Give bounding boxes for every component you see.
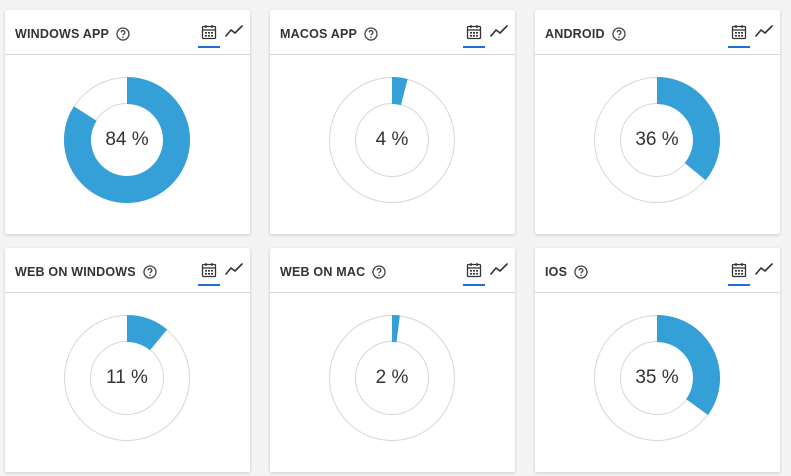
trend-line-icon xyxy=(755,262,773,281)
trend-view-button[interactable] xyxy=(753,24,775,44)
question-circle-icon[interactable] xyxy=(364,27,378,41)
active-tab-indicator xyxy=(198,46,220,48)
active-tab-indicator xyxy=(198,284,220,286)
question-circle-icon[interactable] xyxy=(372,265,386,279)
card-web-on-mac: WEB ON MAC 2 % xyxy=(270,248,515,472)
card-title: WEB ON WINDOWS xyxy=(15,265,157,279)
card-windows-app: WINDOWS APP 84 % xyxy=(5,10,250,234)
trend-line-icon xyxy=(225,24,243,43)
card-title-text: WEB ON MAC xyxy=(280,265,366,279)
trend-view-button[interactable] xyxy=(223,262,245,282)
donut-value-arc xyxy=(657,77,720,181)
percent-value: 11 % xyxy=(106,367,148,388)
calendar-view-button[interactable] xyxy=(728,262,750,286)
question-circle-icon[interactable] xyxy=(612,27,626,41)
card-android: ANDROID 36 % xyxy=(535,10,780,234)
card-title-text: WEB ON WINDOWS xyxy=(15,265,136,279)
card-header: WINDOWS APP xyxy=(5,10,250,55)
percent-value: 36 % xyxy=(635,129,679,150)
active-tab-indicator xyxy=(463,46,485,48)
trend-line-icon xyxy=(490,262,508,281)
calendar-view-button[interactable] xyxy=(463,24,485,48)
card-header: WEB ON WINDOWS xyxy=(5,248,250,293)
calendar-icon xyxy=(201,24,217,45)
card-header: MACOS APP xyxy=(270,10,515,55)
card-title: MACOS APP xyxy=(280,27,378,41)
donut-chart xyxy=(329,315,455,441)
donut-value-arc xyxy=(63,77,190,203)
donut-chart xyxy=(329,77,455,203)
calendar-view-button[interactable] xyxy=(463,262,485,286)
calendar-view-button[interactable] xyxy=(198,262,220,286)
calendar-icon xyxy=(731,262,747,283)
percent-value: 4 % xyxy=(375,129,409,150)
question-circle-icon[interactable] xyxy=(116,27,130,41)
calendar-view-button[interactable] xyxy=(198,24,220,48)
trend-view-button[interactable] xyxy=(488,262,510,282)
card-web-on-windows: WEB ON WINDOWS 11 % xyxy=(5,248,250,472)
trend-view-button[interactable] xyxy=(488,24,510,44)
question-circle-icon[interactable] xyxy=(143,265,157,279)
card-ios: IOS 35 % xyxy=(535,248,780,472)
card-title: IOS xyxy=(545,265,588,279)
card-header: ANDROID xyxy=(535,10,780,55)
card-title: ANDROID xyxy=(545,27,626,41)
card-title-text: WINDOWS APP xyxy=(15,27,110,41)
donut-chart xyxy=(63,77,190,203)
card-macos-app: MACOS APP 4 % xyxy=(270,10,515,234)
donut-value-arc xyxy=(392,77,408,106)
donut-chart xyxy=(64,315,190,441)
active-tab-indicator xyxy=(728,46,750,48)
trend-line-icon xyxy=(490,24,508,43)
card-title-text: IOS xyxy=(545,265,568,279)
percent-value: 35 % xyxy=(635,367,679,388)
trend-line-icon xyxy=(225,262,243,281)
trend-line-icon xyxy=(755,24,773,43)
card-title: WEB ON MAC xyxy=(280,265,386,279)
calendar-view-button[interactable] xyxy=(728,24,750,48)
calendar-icon xyxy=(466,24,482,45)
card-title-text: MACOS APP xyxy=(280,27,358,41)
donut-value-arc xyxy=(392,315,400,343)
donut-chart xyxy=(594,315,720,441)
calendar-icon xyxy=(201,262,217,283)
trend-view-button[interactable] xyxy=(223,24,245,44)
card-header: WEB ON MAC xyxy=(270,248,515,293)
active-tab-indicator xyxy=(463,284,485,286)
percent-value: 2 % xyxy=(375,367,409,388)
card-header: IOS xyxy=(535,248,780,293)
donut-value-arc xyxy=(657,315,720,416)
calendar-icon xyxy=(466,262,482,283)
trend-view-button[interactable] xyxy=(753,262,775,282)
donut-chart xyxy=(594,77,720,203)
question-circle-icon[interactable] xyxy=(574,265,588,279)
active-tab-indicator xyxy=(728,284,750,286)
calendar-icon xyxy=(731,24,747,45)
card-title: WINDOWS APP xyxy=(15,27,130,41)
percent-value: 84 % xyxy=(105,129,149,150)
donut-value-arc xyxy=(127,315,168,351)
card-title-text: ANDROID xyxy=(545,27,605,41)
